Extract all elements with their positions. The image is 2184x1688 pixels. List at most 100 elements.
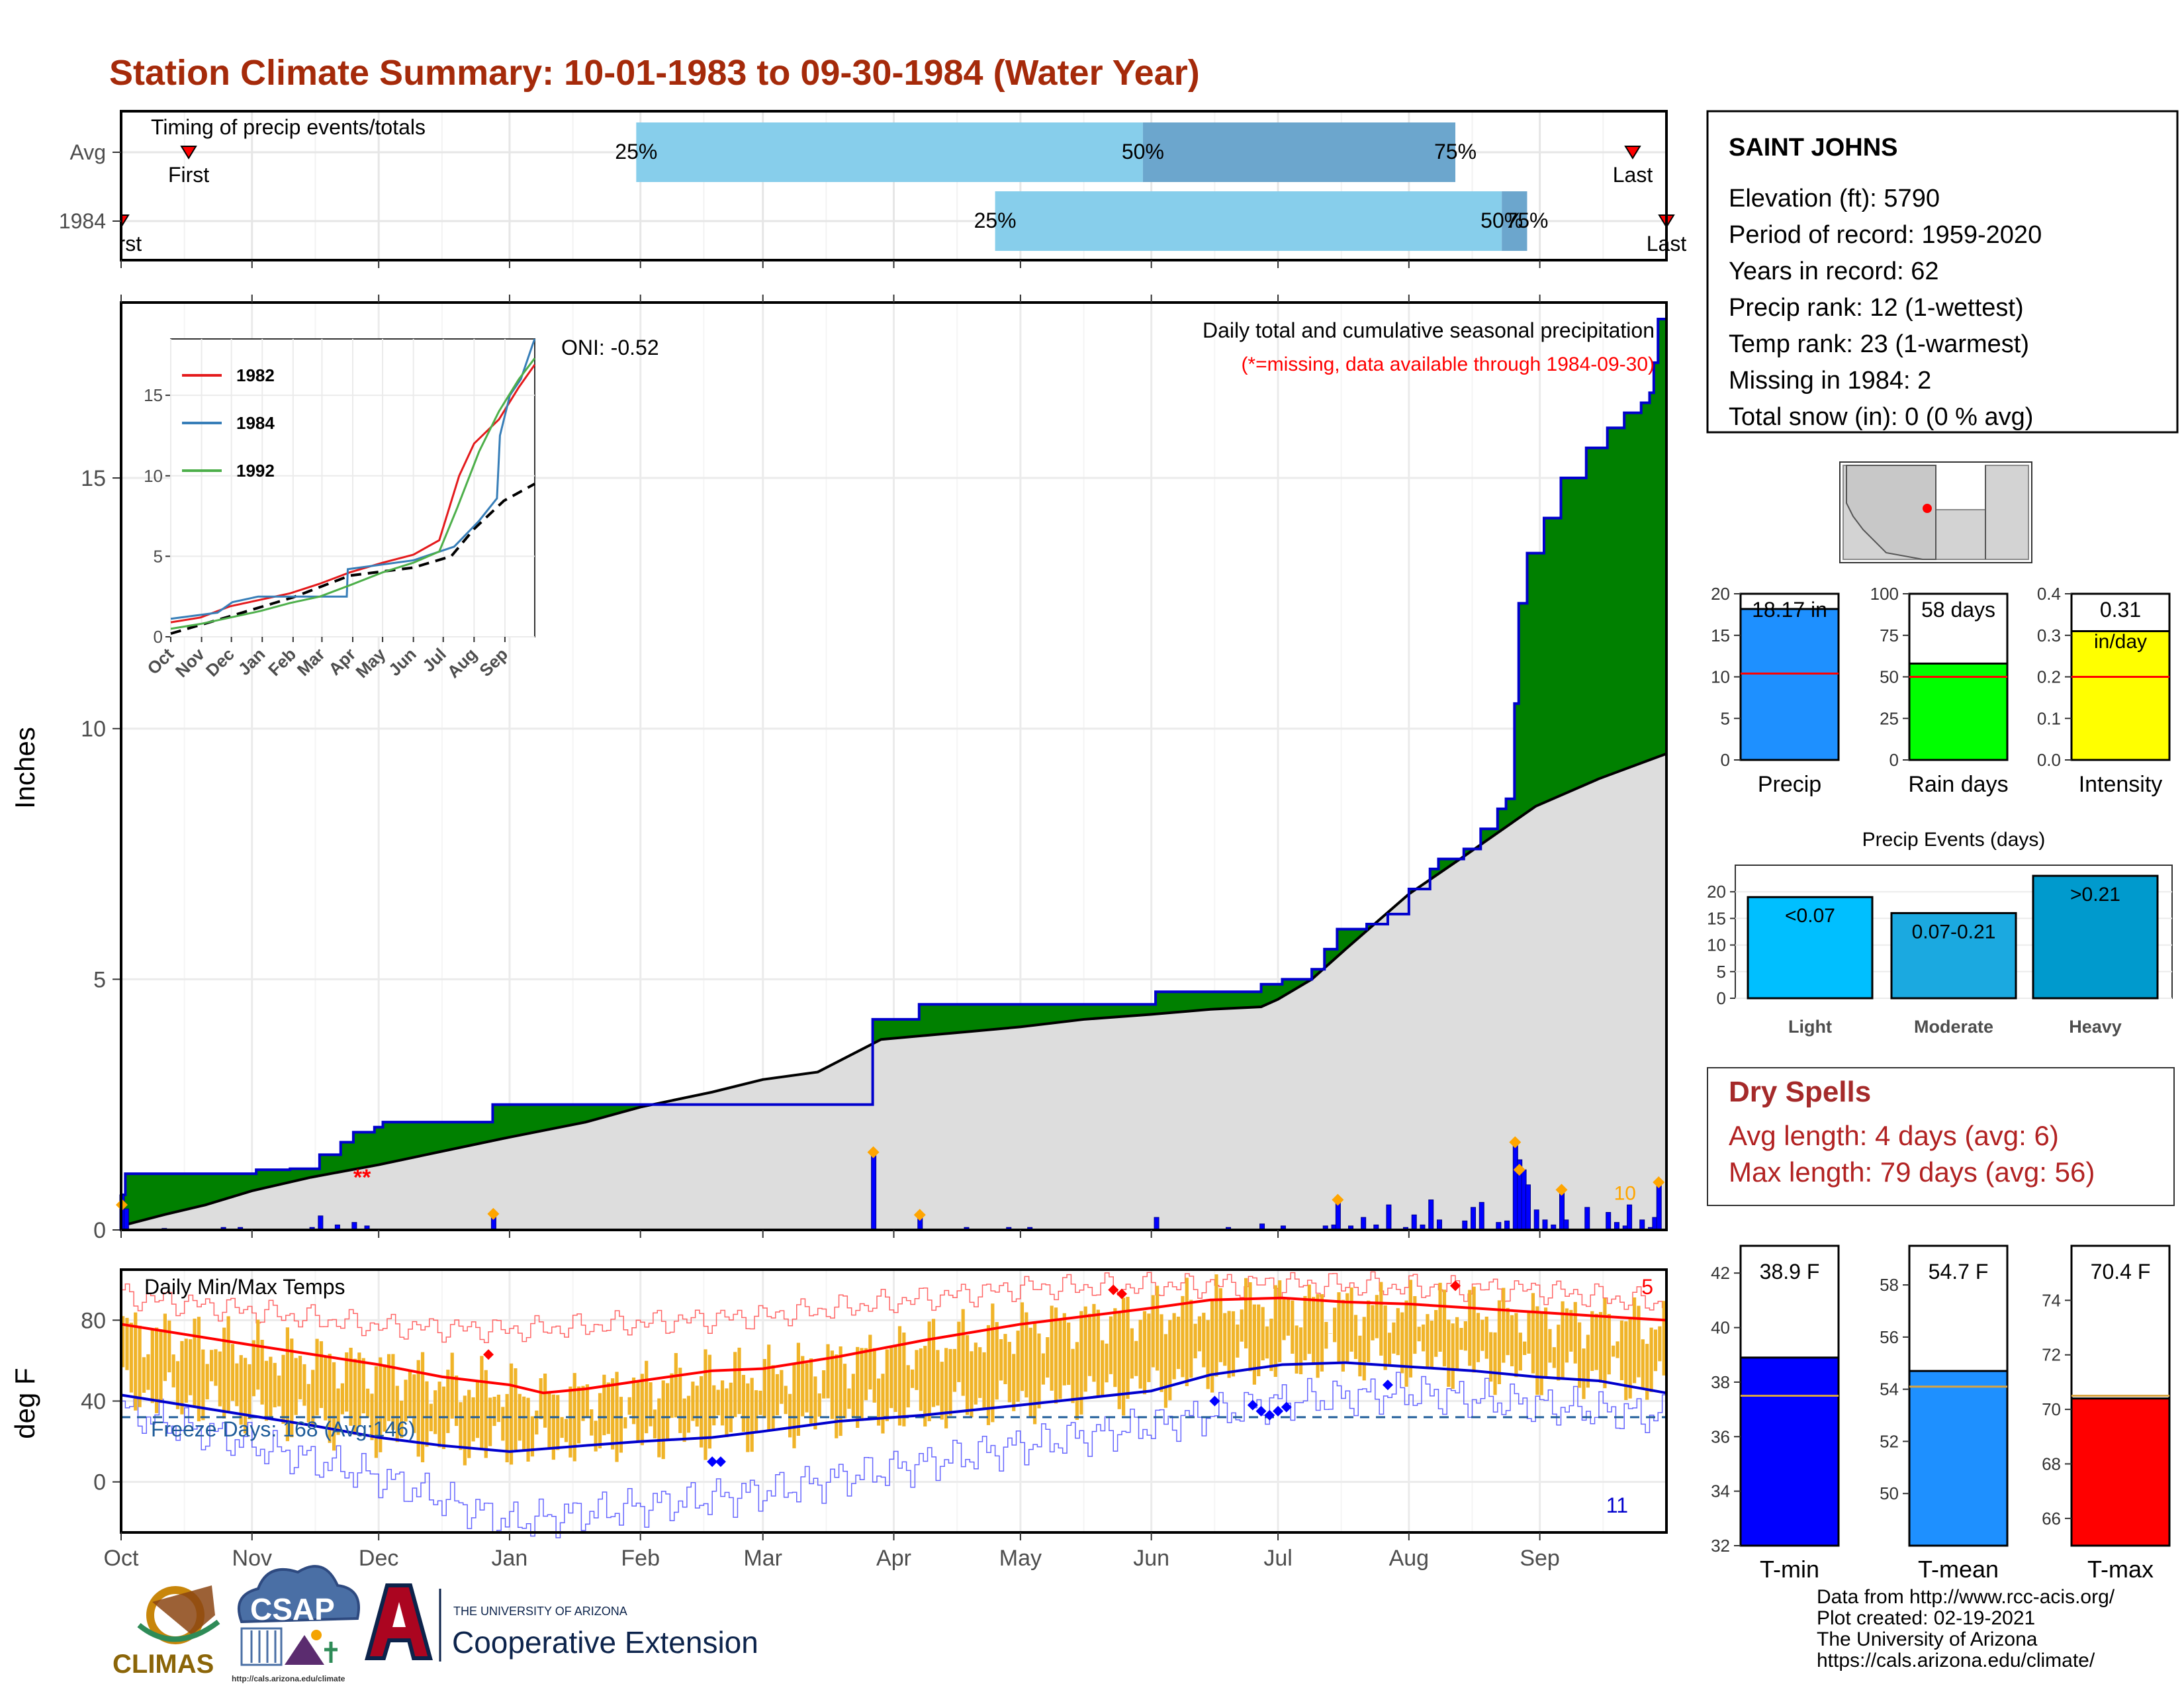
precip-y-label: Inches	[9, 727, 40, 809]
timing-left-mask	[0, 138, 120, 260]
temp-record-high-marker	[1108, 1284, 1119, 1295]
summary-bar-tick-label: 0.4	[2037, 584, 2061, 604]
precip-note-2: (*=missing, data available through 1984-…	[1241, 353, 1655, 375]
precip-events-chart: Precip Events (days) 0 5 10 15 20 <0.07 Light 0.…	[1707, 829, 2173, 1037]
precip-record-marker	[1555, 1184, 1568, 1196]
summary-bar	[2070, 630, 2171, 761]
temp-record-low-marker	[1255, 1405, 1267, 1417]
temp-panel-label: Daily Min/Max Temps	[144, 1275, 345, 1299]
precip-average-line	[120, 752, 1667, 1227]
summary-bar-value-label: 18.17 in	[1752, 598, 1827, 622]
events-bar-value-label: <0.07	[1785, 905, 1835, 927]
precip-daily-bar	[1154, 1217, 1160, 1231]
month-tick-label: Mar	[743, 1546, 782, 1571]
station-info-box: SAINT JOHNS Elevation (ft): 5790 Period o…	[1706, 110, 2179, 434]
station-info-line: Temp rank: 23 (1-warmest)	[1729, 330, 2029, 358]
timing-last-label: Last	[1613, 163, 1653, 187]
events-bar	[1747, 896, 1874, 1000]
timing-bar-50-75	[1502, 191, 1527, 251]
university-of-arizona-logo: THE UNIVERSITY OF ARIZONA Cooperative Ex…	[365, 1583, 758, 1662]
events-bar-label: Heavy	[2069, 1017, 2122, 1037]
month-tick-label: Sep	[1520, 1546, 1560, 1571]
station-info-line: Missing in 1984: 2	[1729, 367, 1931, 395]
dry-spells-title: Dry Spells	[1729, 1076, 1871, 1108]
summary-bar-tick-label: 15	[1711, 626, 1730, 645]
station-info-line: Elevation (ft): 5790	[1729, 185, 1940, 212]
temp-summary-tick-label: 70	[2042, 1399, 2061, 1419]
temp-record-low-count: 11	[1606, 1493, 1628, 1517]
precip-daily-bar	[1525, 1184, 1531, 1231]
temp-record-low-marker	[1382, 1380, 1393, 1391]
month-tick-label: Oct	[104, 1546, 139, 1571]
temp-summary-label: T-min	[1760, 1556, 1819, 1583]
temp-summary-tick-label: 74	[2042, 1290, 2061, 1310]
precip-daily-bar	[318, 1215, 324, 1231]
station-info-line: Period of record: 1959-2020	[1729, 221, 2042, 249]
temp-record-low-marker	[707, 1456, 718, 1468]
station-info-line: Years in record: 62	[1729, 258, 1939, 285]
events-bar-value-label: 0.07-0.21	[1912, 921, 1996, 943]
temp-record-high-marker	[1450, 1280, 1461, 1291]
location-map	[1839, 461, 2032, 563]
events-tick-label: 0	[1717, 988, 1726, 1008]
events-title: Precip Events (days)	[1862, 829, 2046, 851]
summary-bar-tick-label: 0.1	[2037, 708, 2061, 728]
precip-daily-bar	[1428, 1199, 1434, 1231]
temp-record-low-marker	[1273, 1405, 1284, 1417]
precip-record-marker	[1653, 1176, 1665, 1189]
temp-record-high-marker	[483, 1349, 494, 1360]
station-info-line: Total snow (in): 0 (0 % avg)	[1729, 403, 2033, 431]
inset-series-line	[170, 357, 536, 630]
month-tick-label: Jul	[1263, 1546, 1292, 1571]
precip-daily-bar	[1411, 1214, 1417, 1231]
precip-record-marker	[913, 1209, 926, 1221]
precip-daily-bar	[1584, 1207, 1590, 1231]
precip-daily-bar	[1479, 1201, 1484, 1231]
inset-y-tick-label: 5	[154, 546, 163, 566]
inset-legend-label: 1982	[236, 365, 275, 385]
summary-bar	[1739, 608, 1840, 761]
temp-record-low-marker	[1264, 1409, 1275, 1421]
temp-y-label: deg F	[9, 1368, 40, 1438]
summary-bar-tick-label: 0.0	[2037, 750, 2061, 770]
events-bar	[2032, 874, 2159, 1000]
precip-y-tick-label: 5	[93, 967, 106, 992]
temp-summary-label: T-max	[2087, 1556, 2154, 1583]
summary-bar-tick-label: 75	[1880, 626, 1899, 645]
precip-note-1: Daily total and cumulative seasonal prec…	[1203, 318, 1655, 342]
footer-line-4: https://cals.arizona.edu/climate/	[1817, 1650, 2095, 1671]
timing-bar-25-50	[636, 122, 1143, 182]
summary-bar-label: Rain days	[1908, 772, 2008, 797]
precip-daily-bar	[1533, 1209, 1539, 1231]
footer-line-1: Data from http://www.rcc-acis.org/	[1817, 1586, 2115, 1608]
timing-q25-label: 25%	[615, 140, 657, 164]
month-tick-label: May	[999, 1546, 1042, 1571]
precip-missing-marker: **	[353, 1165, 371, 1190]
summary-bar-tick-label: 0	[1721, 750, 1730, 770]
precip-daily-bar	[1639, 1219, 1645, 1231]
timing-q50-label: 50%	[1122, 140, 1164, 164]
temp-summary-tick-label: 72	[2042, 1345, 2061, 1365]
precip-record-marker	[1509, 1136, 1522, 1149]
dry-spells-box: Dry Spells Avg length: 4 days (avg: 6) M…	[1707, 1067, 2175, 1206]
events-bar	[1890, 912, 2017, 1000]
temp-summary-tick-label: 40	[1711, 1318, 1730, 1338]
precip-cumulative-line	[121, 317, 1666, 1196]
summary-bar-tick-label: 0	[1889, 750, 1899, 770]
summary-bar-value-label: 0.31	[2100, 598, 2141, 622]
inset-series-line	[170, 338, 536, 620]
precip-record-marker	[1332, 1194, 1344, 1206]
page-title: Station Climate Summary: 10-01-1983 to 0…	[109, 53, 1200, 93]
summary-bar-label: Intensity	[2079, 772, 2163, 797]
temp-record-low-marker	[715, 1456, 726, 1468]
summary-bar-unit-label: in/day	[2094, 631, 2147, 653]
precip-daily-bar	[1471, 1207, 1477, 1231]
precip-daily-bar	[1606, 1211, 1612, 1231]
precip-y-tick-label: 0	[93, 1218, 106, 1243]
timing-last-marker	[1624, 146, 1641, 160]
timing-row-label: 1984	[59, 209, 106, 233]
temp-summary-bar	[2070, 1397, 2171, 1547]
temp-y-tick-label: 0	[93, 1470, 106, 1495]
